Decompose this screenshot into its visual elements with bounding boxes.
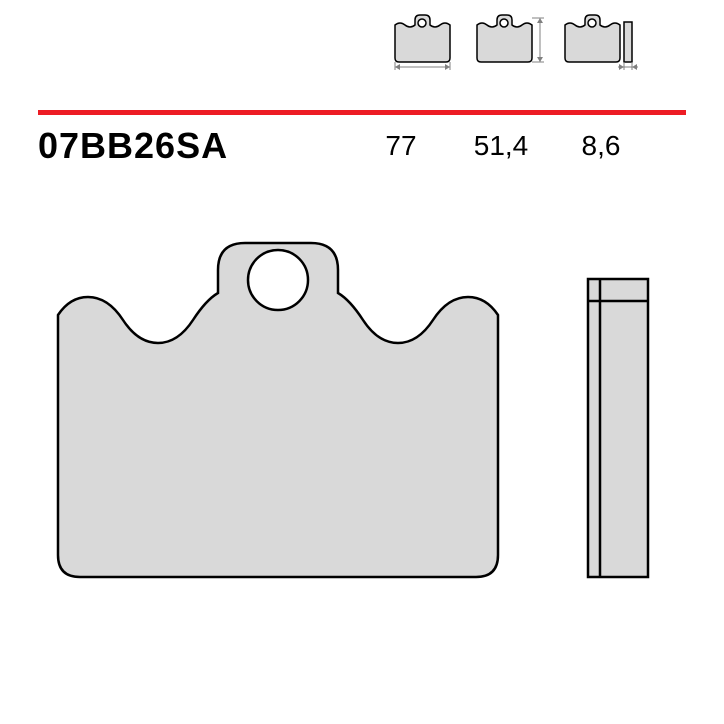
thickness-dimension-icon: [560, 10, 644, 72]
height-dimension-icon: [472, 10, 548, 72]
brake-pad-side-view: [588, 279, 648, 577]
dimension-width: 77: [371, 130, 431, 162]
dimensions-group: 77 51,4 8,6: [371, 130, 631, 162]
header-dimension-icons: [390, 10, 644, 72]
labels-row: 07BB26SA 77 51,4 8,6: [38, 125, 686, 167]
dimension-height: 51,4: [471, 130, 531, 162]
red-divider-line: [38, 102, 686, 107]
main-technical-drawing: [48, 225, 668, 610]
dimension-thickness: 8,6: [571, 130, 631, 162]
brake-pad-front-view: [58, 243, 498, 577]
width-dimension-icon: [390, 10, 460, 72]
part-number: 07BB26SA: [38, 125, 228, 167]
